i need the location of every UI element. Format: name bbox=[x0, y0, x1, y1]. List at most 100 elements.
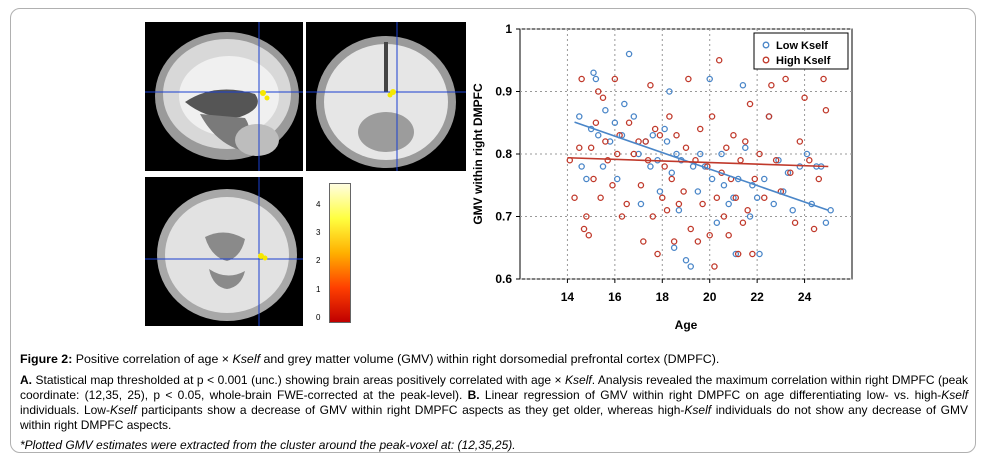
high-kself-point bbox=[699, 200, 706, 208]
low-kself-point bbox=[742, 144, 749, 152]
low-kself-point bbox=[625, 50, 633, 58]
low-kself-point bbox=[637, 200, 645, 208]
axial-brain-slice bbox=[145, 177, 303, 326]
high-kself-point bbox=[651, 125, 659, 133]
low-kself-point bbox=[696, 150, 704, 158]
legend-marker-high-kself bbox=[762, 56, 770, 64]
low-kself-point bbox=[753, 194, 761, 201]
high-kself-point bbox=[751, 175, 759, 183]
high-kself-point bbox=[640, 238, 647, 245]
high-kself-point bbox=[810, 225, 818, 233]
high-kself-point bbox=[649, 213, 657, 220]
high-kself-point bbox=[801, 94, 808, 102]
low-kself-point bbox=[687, 263, 694, 270]
low-kself-point bbox=[822, 219, 830, 226]
y-tick-label: 0.6 bbox=[495, 272, 512, 286]
legend-box bbox=[753, 32, 849, 70]
high-kself-point bbox=[765, 113, 773, 120]
low-kself-point bbox=[578, 163, 585, 170]
high-kself-point bbox=[796, 138, 804, 145]
high-kself-point bbox=[663, 206, 671, 214]
low-kself-point bbox=[713, 219, 721, 226]
colorbar bbox=[329, 183, 351, 323]
low-kself-fit-line bbox=[574, 121, 829, 212]
high-kself-point bbox=[723, 144, 730, 152]
high-kself-point bbox=[730, 132, 737, 139]
high-kself-point bbox=[623, 200, 630, 208]
high-kself-point bbox=[595, 88, 602, 95]
figure-caption-body: A. Statistical map thresholded at p < 0.… bbox=[20, 373, 968, 433]
high-kself-point bbox=[578, 75, 585, 83]
low-kself-point bbox=[656, 188, 664, 195]
high-kself-point bbox=[787, 169, 794, 176]
caption-body-part: Statistical map thresholded at p < 0.001… bbox=[32, 373, 566, 387]
low-kself-point bbox=[803, 150, 811, 158]
high-kself-point bbox=[630, 150, 638, 158]
caption-body-part: . Analysis revealed the maximum correlat… bbox=[20, 373, 968, 402]
high-kself-point bbox=[673, 132, 680, 139]
y-tick-label: 0.8 bbox=[495, 147, 512, 161]
high-kself-point bbox=[732, 194, 740, 201]
high-kself-point bbox=[706, 231, 713, 239]
x-tick-label: 24 bbox=[798, 290, 812, 304]
high-kself-point bbox=[746, 100, 754, 108]
low-kself-point bbox=[789, 206, 796, 214]
low-kself-point bbox=[725, 200, 732, 208]
low-kself-point bbox=[592, 75, 600, 83]
low-kself-point bbox=[621, 100, 628, 108]
scatter-chart: 0.6 0.7 0.8 0.9 1 14 16 18 20 22 24 Age GMV within r… bbox=[471, 22, 853, 332]
low-kself-point bbox=[775, 156, 782, 164]
high-kself-point bbox=[583, 213, 590, 220]
low-kself-point bbox=[613, 175, 621, 183]
low-kself-point bbox=[718, 150, 725, 158]
high-kself-point bbox=[587, 144, 595, 152]
low-kself-point bbox=[746, 213, 754, 220]
high-kself-point bbox=[739, 219, 747, 226]
high-kself-point bbox=[791, 219, 799, 226]
y-tick-label: 0.9 bbox=[495, 85, 512, 99]
low-kself-point bbox=[675, 206, 683, 214]
low-kself-point bbox=[734, 175, 742, 183]
y-tick-label: 0.7 bbox=[495, 210, 512, 224]
caption-body-part: individuals. Low- bbox=[20, 403, 110, 417]
low-kself-point bbox=[761, 175, 768, 183]
low-kself-point bbox=[611, 119, 619, 127]
high-kself-point bbox=[734, 250, 742, 258]
low-kself-point bbox=[630, 113, 638, 120]
caption-kself: Kself bbox=[109, 403, 137, 417]
legend-label-low-kself: Low Kself bbox=[776, 40, 828, 52]
high-kself-point bbox=[749, 250, 756, 258]
high-kself-point bbox=[782, 75, 789, 83]
low-kself-point bbox=[706, 75, 713, 83]
caption-body-part: Linear regression of GMV within right DM… bbox=[479, 388, 942, 402]
high-kself-point bbox=[675, 200, 683, 208]
low-kself-point bbox=[590, 69, 597, 77]
figure-caption-title: Figure 2: Positive correlation of age × … bbox=[20, 352, 968, 367]
high-kself-point bbox=[576, 144, 583, 152]
high-kself-point bbox=[668, 175, 676, 183]
x-tick-label: 20 bbox=[703, 290, 717, 304]
x-tick-label: 14 bbox=[561, 290, 575, 304]
high-kself-point bbox=[597, 194, 604, 201]
caption-kself: Kself bbox=[684, 403, 712, 417]
caption-title-text: Positive correlation of age × bbox=[72, 352, 233, 366]
high-kself-point bbox=[711, 263, 718, 270]
low-kself-point bbox=[730, 194, 737, 201]
high-kself-point bbox=[571, 194, 578, 201]
high-kself-point bbox=[625, 119, 633, 127]
high-kself-point bbox=[602, 138, 609, 145]
low-kself-point bbox=[668, 169, 676, 176]
high-kself-point bbox=[611, 75, 619, 83]
high-kself-point bbox=[609, 181, 616, 189]
low-kself-point bbox=[673, 150, 680, 158]
high-kself-point bbox=[604, 156, 611, 164]
high-kself-point bbox=[694, 238, 702, 245]
low-kself-point bbox=[694, 188, 702, 195]
high-kself-point bbox=[661, 163, 668, 170]
high-kself-point bbox=[666, 113, 673, 120]
legend-marker-low-kself bbox=[762, 41, 770, 49]
low-kself-point bbox=[602, 107, 609, 114]
high-kself-point bbox=[654, 250, 661, 258]
coronal-brain-slice bbox=[306, 22, 466, 171]
high-kself-point bbox=[756, 150, 763, 158]
